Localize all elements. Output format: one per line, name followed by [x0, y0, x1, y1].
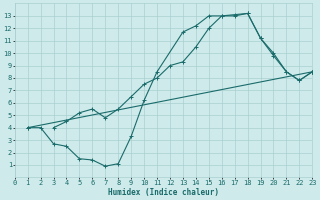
X-axis label: Humidex (Indice chaleur): Humidex (Indice chaleur)	[108, 188, 219, 197]
